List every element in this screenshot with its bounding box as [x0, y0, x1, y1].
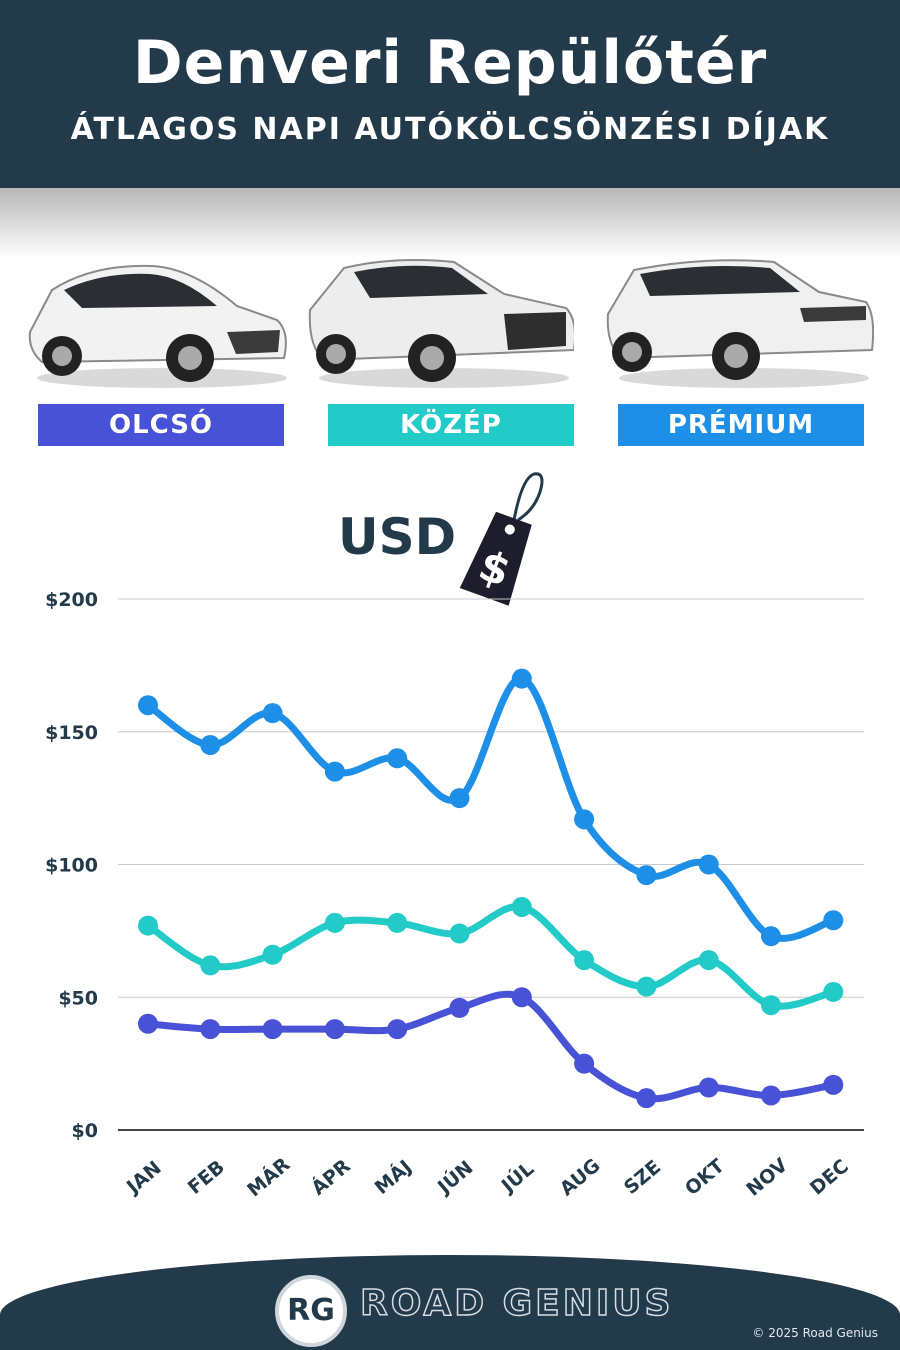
data-point: [200, 1019, 221, 1040]
y-tick-label: $50: [58, 987, 98, 1009]
x-tick-label: FEB: [184, 1156, 229, 1199]
x-tick-label: OKT: [681, 1155, 729, 1200]
data-point: [511, 668, 532, 689]
data-point: [138, 695, 158, 716]
data-point: [823, 1074, 844, 1095]
category-label-premium: PRÉMIUM: [618, 404, 864, 446]
road-genius-logo: RG: [275, 1275, 347, 1347]
x-tick-label: JÚL: [495, 1156, 538, 1198]
data-point: [387, 1019, 408, 1040]
x-tick-label: JAN: [121, 1157, 166, 1199]
data-point: [698, 950, 719, 971]
line-chart: $0 $50 $100 $150 $200 JAN FEB MÁR ÁPR MÁJ JÚN JÚL A…: [45, 589, 864, 1201]
data-point: [324, 761, 345, 782]
y-tick-label: $200: [45, 589, 98, 611]
y-tick-label: $150: [45, 722, 98, 744]
data-point: [387, 912, 408, 933]
y-tick-label: $100: [45, 855, 98, 877]
x-tick-label: ÁPR: [307, 1154, 355, 1200]
x-tick-label: MÁJ: [370, 1155, 416, 1199]
brand-name: ROAD GENIUS: [359, 1282, 674, 1325]
data-point: [574, 809, 595, 830]
data-point: [511, 987, 532, 1008]
data-point: [449, 997, 470, 1018]
category-label-mid: KÖZÉP: [328, 404, 574, 446]
y-tick-label: $0: [72, 1120, 98, 1142]
data-point: [449, 788, 470, 809]
data-point: [636, 1088, 657, 1109]
page-title: Denveri Repülőtér: [132, 28, 768, 98]
x-tick-label: AUG: [556, 1154, 605, 1200]
data-point: [698, 854, 719, 875]
footer: [0, 1255, 900, 1350]
data-point: [511, 896, 532, 917]
data-point: [262, 703, 283, 724]
data-point: [761, 995, 781, 1016]
data-point: [823, 981, 844, 1002]
data-point: [262, 1019, 283, 1040]
x-tick-label: SZE: [620, 1156, 665, 1199]
series-line: [144, 903, 837, 1010]
price-tag-icon: $: [459, 472, 544, 606]
data-point: [262, 944, 283, 965]
series-line: [144, 675, 837, 942]
data-point: [636, 976, 657, 997]
hatchback-car-icon: [28, 264, 287, 388]
data-point: [324, 1019, 345, 1040]
data-point: [449, 923, 470, 944]
data-point: [200, 735, 221, 756]
data-point: [138, 1013, 158, 1034]
data-point: [574, 950, 595, 971]
header: Denveri Repülőtér ÁTLAGOS NAPI AUTÓKÖLCS…: [0, 0, 900, 188]
data-point: [324, 912, 345, 933]
data-point: [823, 910, 844, 931]
data-point: [761, 926, 781, 947]
data-point: [636, 865, 657, 886]
currency-label: USD: [338, 508, 457, 566]
x-tick-label: MÁR: [243, 1152, 295, 1201]
data-point: [138, 915, 158, 936]
x-tick-label: NOV: [742, 1154, 792, 1201]
data-point: [574, 1053, 595, 1074]
header-shadow: [0, 188, 900, 258]
category-label-cheap: OLCSÓ: [38, 404, 284, 446]
data-point: [387, 748, 408, 769]
data-point: [698, 1077, 719, 1098]
page-subtitle: ÁTLAGOS NAPI AUTÓKÖLCSÖNZÉSI DÍJAK: [70, 112, 830, 147]
copyright: © 2025 Road Genius: [752, 1326, 878, 1340]
x-tick-label: DEC: [806, 1155, 853, 1199]
data-point: [200, 955, 221, 976]
series-line: [144, 990, 837, 1103]
x-tick-label: JÚN: [431, 1155, 477, 1199]
luxury-suv-car-icon: [606, 259, 874, 388]
data-point: [761, 1085, 781, 1106]
suv-car-icon: [308, 259, 574, 388]
